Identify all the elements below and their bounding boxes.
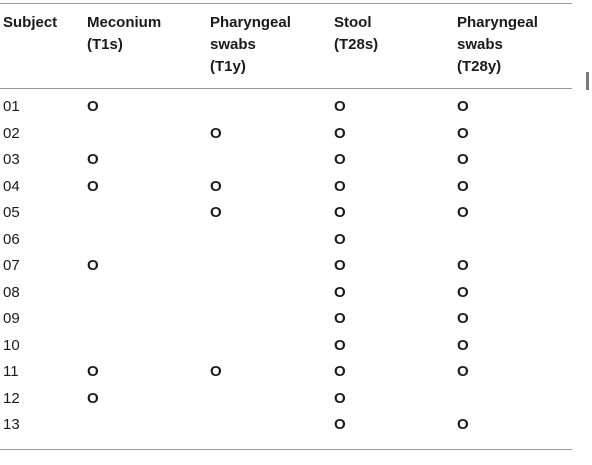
stool-mark: O: [334, 416, 346, 433]
stool-mark: O: [334, 98, 346, 115]
pharyngeal-t28y-mark: O: [457, 310, 469, 327]
pharyngeal-t1y-mark: O: [210, 204, 222, 221]
header-pharyngeal-t28y: Pharyngeal swabs (T28y): [457, 14, 538, 75]
table-row: 02 O O O: [0, 121, 572, 148]
table-row: 01 O O O: [0, 94, 572, 121]
pharyngeal-t28y-mark: O: [457, 177, 469, 195]
table-row: 09 O O: [0, 306, 572, 333]
subject-cell: 04: [3, 177, 20, 195]
pharyngeal-t28y-mark: O: [457, 124, 469, 142]
table-row: 06 O: [0, 227, 572, 254]
pharyngeal-t28y-mark: O: [457, 416, 469, 433]
meconium-mark: O: [87, 98, 99, 115]
pharyngeal-t28y-mark: O: [457, 204, 469, 221]
subject-cell: 09: [3, 310, 20, 327]
subject-cell: 12: [3, 389, 20, 407]
subject-cell: 11: [3, 363, 19, 380]
stool-mark: O: [334, 310, 346, 327]
subject-cell: 10: [3, 336, 20, 354]
side-column-fragment-bar: [586, 72, 589, 90]
table-row: 03 O O O: [0, 147, 572, 174]
pharyngeal-t28y-mark: O: [457, 257, 469, 274]
subject-cell: 03: [3, 151, 20, 168]
stool-mark: O: [334, 230, 346, 248]
subject-cell: 05: [3, 204, 20, 221]
meconium-mark: O: [87, 389, 99, 407]
pharyngeal-t28y-mark: O: [457, 151, 469, 168]
pharyngeal-t28y-mark: O: [457, 98, 469, 115]
subject-cell: 01: [3, 98, 20, 115]
table-top-rule: [0, 3, 572, 4]
pharyngeal-t1y-mark: O: [210, 363, 222, 380]
pharyngeal-t1y-mark: O: [210, 124, 222, 142]
stool-mark: O: [334, 257, 346, 274]
table-header-rule: [0, 88, 572, 89]
stool-mark: O: [334, 177, 346, 195]
subject-cell: 02: [3, 124, 20, 142]
header-subject: Subject: [3, 14, 58, 31]
pharyngeal-t1y-mark: O: [210, 177, 222, 195]
meconium-mark: O: [87, 257, 99, 274]
table-row: 12 O O: [0, 386, 572, 413]
pharyngeal-t28y-mark: O: [457, 336, 469, 354]
subject-cell: 07: [3, 257, 20, 274]
table-row: 05 O O O: [0, 200, 572, 227]
stool-mark: O: [334, 124, 346, 142]
pharyngeal-t28y-mark: O: [457, 363, 469, 380]
subject-cell: 08: [3, 283, 20, 301]
table-row: 10 O O: [0, 333, 572, 360]
stool-mark: O: [334, 283, 346, 301]
stool-mark: O: [334, 204, 346, 221]
subject-cell: 13: [3, 416, 20, 433]
meconium-mark: O: [87, 151, 99, 168]
meconium-mark: O: [87, 363, 99, 380]
table-row: 13 O O: [0, 412, 572, 439]
meconium-mark: O: [87, 177, 99, 195]
header-pharyngeal-t1y: Pharyngeal swabs (T1y): [210, 14, 291, 75]
stool-mark: O: [334, 389, 346, 407]
table-row: 07 O O O: [0, 253, 572, 280]
pharyngeal-t28y-mark: O: [457, 283, 469, 301]
subject-cell: 06: [3, 230, 20, 248]
table-row: 11 O O O O: [0, 359, 572, 386]
stool-mark: O: [334, 363, 346, 380]
header-meconium: Meconium (T1s): [87, 14, 162, 53]
stool-mark: O: [334, 151, 346, 168]
table-row: 08 O O: [0, 280, 572, 307]
table-row: 04 O O O O: [0, 174, 572, 201]
table-bottom-rule: [0, 449, 572, 450]
stool-mark: O: [334, 336, 346, 354]
header-stool: Stool (T28s): [334, 14, 379, 53]
